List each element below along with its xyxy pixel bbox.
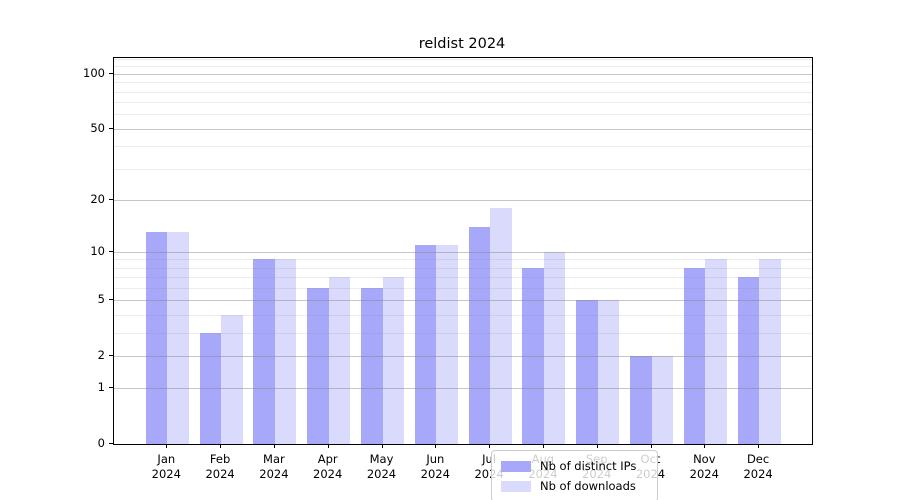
- x-tick-label: Jan 2024: [151, 452, 181, 481]
- legend-swatch-distinct-ips-icon: [501, 460, 531, 472]
- bar-downloads-aug: [543, 251, 566, 444]
- bar-downloads-feb: [221, 314, 243, 444]
- bar-downloads-nov: [705, 259, 727, 444]
- bar-distinct-ips-mar: [253, 259, 275, 444]
- y-tick-mark: [109, 443, 113, 444]
- x-tick-label: Jun 2024: [420, 452, 450, 481]
- gridline-major: [114, 199, 812, 201]
- bar-downloads-mar: [274, 259, 297, 444]
- bar-downloads-dec: [759, 259, 781, 444]
- x-tick-mark: [273, 444, 275, 448]
- x-tick-mark: [489, 444, 491, 448]
- y-tick-label: 5: [97, 292, 105, 307]
- legend-label-downloads: Nb of downloads: [540, 479, 636, 493]
- chart-title: reldist 2024: [418, 36, 506, 52]
- y-tick-label: 10: [90, 243, 105, 258]
- y-tick-mark: [109, 250, 113, 252]
- legend-swatch-downloads-icon: [501, 480, 531, 492]
- legend-item-downloads: Nb of downloads: [501, 476, 649, 496]
- bar-distinct-ips-sep: [576, 300, 598, 444]
- y-tick-label: 50: [90, 120, 105, 135]
- x-tick-mark: [596, 444, 598, 448]
- legend-label-distinct-ips: Nb of distinct IPs: [540, 459, 637, 473]
- bar-downloads-apr: [328, 277, 351, 444]
- bar-distinct-ips-oct: [630, 355, 652, 444]
- bar-distinct-ips-aug: [522, 267, 544, 444]
- gridline-minor: [114, 82, 812, 84]
- x-tick-mark: [542, 444, 544, 448]
- y-tick-label: 20: [90, 191, 105, 206]
- x-tick-label: May 2024: [366, 452, 397, 481]
- x-tick-label: Mar 2024: [259, 452, 289, 481]
- gridline-minor: [114, 114, 812, 116]
- x-tick-mark: [758, 444, 760, 448]
- x-tick-label: Nov 2024: [689, 452, 719, 481]
- x-tick-mark: [650, 444, 652, 448]
- bar-distinct-ips-dec: [737, 277, 760, 444]
- x-tick-label: Dec 2024: [743, 452, 773, 481]
- bar-downloads-jul: [490, 207, 512, 444]
- x-tick-mark: [381, 444, 383, 448]
- bar-distinct-ips-apr: [307, 287, 329, 444]
- gridline-minor: [114, 168, 812, 170]
- bar-downloads-sep: [597, 300, 620, 444]
- y-tick-mark: [109, 354, 113, 356]
- bar-distinct-ips-feb: [199, 332, 222, 444]
- y-tick-mark: [109, 387, 113, 389]
- y-tick-label: 100: [83, 65, 105, 80]
- gridline-major: [114, 251, 812, 253]
- x-tick-label: Apr 2024: [313, 452, 343, 481]
- gridline-minor: [114, 59, 812, 61]
- y-tick-label: 1: [97, 380, 105, 395]
- bar-downloads-jun: [436, 244, 458, 444]
- x-tick-mark: [327, 444, 329, 448]
- gridline-major: [114, 73, 812, 75]
- y-tick-mark: [109, 198, 113, 200]
- bar-downloads-oct: [651, 355, 673, 444]
- gridline-minor: [114, 146, 812, 148]
- gridline-minor: [114, 66, 812, 68]
- bar-distinct-ips-nov: [683, 267, 706, 444]
- gridline-minor: [114, 102, 812, 104]
- legend-item-distinct-ips: Nb of distinct IPs: [501, 456, 649, 476]
- x-tick-mark: [435, 444, 437, 448]
- bar-distinct-ips-jan: [145, 232, 168, 444]
- y-tick-label: 0: [97, 436, 105, 450]
- legend: Nb of distinct IPs Nb of downloads: [491, 450, 658, 500]
- bar-distinct-ips-jun: [414, 244, 437, 444]
- gridline-minor: [114, 91, 812, 93]
- x-tick-label: Feb 2024: [205, 452, 235, 481]
- plot-area: Nb of distinct IPs Nb of downloads: [113, 57, 813, 500]
- bar-downloads-may: [382, 277, 404, 444]
- x-tick-mark: [166, 444, 168, 448]
- gridline-major: [114, 128, 812, 130]
- bar-distinct-ips-may: [361, 287, 383, 444]
- bar-downloads-jan: [167, 232, 189, 444]
- x-tick-mark: [220, 444, 222, 448]
- y-tick-mark: [109, 72, 113, 74]
- x-tick-mark: [704, 444, 706, 448]
- y-tick-mark: [109, 299, 113, 301]
- bar-distinct-ips-jul: [468, 226, 491, 444]
- y-tick-mark: [109, 127, 113, 129]
- y-tick-label: 2: [97, 347, 105, 362]
